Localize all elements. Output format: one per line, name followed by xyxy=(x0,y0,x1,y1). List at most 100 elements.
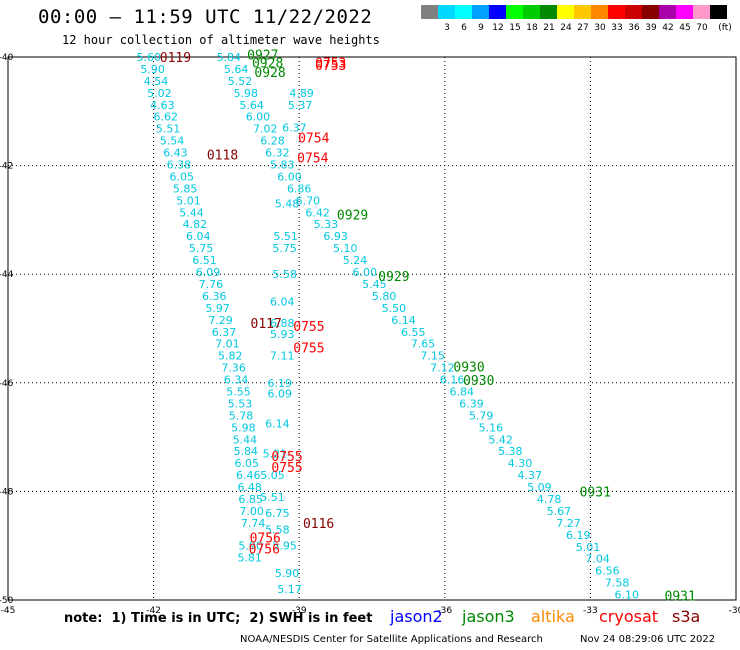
wave-height-value: 5.95 xyxy=(272,540,297,553)
color-scale-label: 42 xyxy=(662,23,674,33)
pass-time-label: 0930 xyxy=(453,361,484,376)
generated-timestamp: Nov 24 08:29:06 UTC 2022 xyxy=(580,634,716,645)
color-swatch xyxy=(693,5,710,19)
wave-height-value: 6.34 xyxy=(224,374,249,387)
color-scale-label: 21 xyxy=(543,23,555,33)
pass-time-label: 0928 xyxy=(252,56,283,71)
wave-height-value: 6.04 xyxy=(270,295,295,308)
pass-time-label: 0754 xyxy=(297,151,328,166)
wave-height-value: 7.15 xyxy=(420,350,445,363)
wave-height-value: 5.98 xyxy=(231,421,256,434)
wave-height-value: 5.93 xyxy=(270,328,295,341)
wave-height-value: 6.42 xyxy=(305,206,330,219)
color-scale-label: 33 xyxy=(611,23,623,33)
color-swatch xyxy=(455,5,472,19)
color-scale-label: 30 xyxy=(594,23,606,33)
wave-height-value: 5.52 xyxy=(228,75,253,88)
wave-height-value: 7.29 xyxy=(208,314,233,327)
y-tick-label: -44 xyxy=(0,270,14,280)
wave-height-value: 7.74 xyxy=(241,517,266,530)
satellite-legend-item: cryosat xyxy=(599,607,659,626)
wave-height-value: 5.98 xyxy=(234,87,259,100)
color-scale-label: 36 xyxy=(628,23,640,33)
y-tick-label: -48 xyxy=(0,487,14,497)
chart-title: 00:00 – 11:59 UTC 11/22/2022 xyxy=(38,6,373,28)
wave-height-value: 6.84 xyxy=(450,385,475,398)
x-tick-label: -36 xyxy=(437,606,452,616)
wave-height-value: 5.60 xyxy=(136,51,161,64)
wave-height-value: 5.67 xyxy=(547,505,572,518)
color-scale-label: 39 xyxy=(645,23,657,33)
wave-height-value: 7.36 xyxy=(221,362,246,375)
wave-height-value: 5.53 xyxy=(228,397,253,410)
wave-height-value: 5.50 xyxy=(382,302,407,315)
color-swatch xyxy=(574,5,591,19)
color-swatch xyxy=(489,5,506,19)
wave-height-value: 5.55 xyxy=(226,385,251,398)
satellite-legend-item: jason2 xyxy=(390,607,443,626)
color-swatch xyxy=(642,5,659,19)
wave-height-value: 5.64 xyxy=(239,99,264,112)
wave-height-value: 6.19 xyxy=(268,377,293,390)
wave-height-value: 4.82 xyxy=(183,218,208,231)
pass-time-label: 0930 xyxy=(463,374,494,389)
pass-time-label: 0117 xyxy=(251,317,282,332)
y-tick-label: -46 xyxy=(0,379,14,389)
pass-time-label: 0927 xyxy=(247,48,278,63)
color-swatch xyxy=(625,5,642,19)
wave-height-value: 7.04 xyxy=(585,553,610,566)
color-swatch xyxy=(659,5,676,19)
wave-height-value: 5.54 xyxy=(160,135,185,148)
wave-height-value: 5.84 xyxy=(234,445,259,458)
wave-height-value: 6.05 xyxy=(235,457,260,470)
pass-time-label: 0753 xyxy=(315,56,346,71)
color-scale-label: 15 xyxy=(509,23,521,33)
wave-height-value: 6.28 xyxy=(260,135,285,148)
pass-time-label: 0754 xyxy=(298,131,329,146)
wave-height-value: 5.01 xyxy=(176,194,201,207)
wave-height-value: 5.64 xyxy=(224,63,249,76)
wave-height-value: 6.14 xyxy=(391,314,416,327)
wave-height-value: 5.85 xyxy=(173,182,198,195)
wave-height-value: 5.09 xyxy=(527,481,552,494)
wave-height-value: 6.19 xyxy=(566,529,591,542)
wave-height-value: 6.43 xyxy=(163,147,188,160)
wave-height-value: 5.97 xyxy=(205,302,230,315)
wave-height-value: 4.89 xyxy=(289,87,314,100)
color-scale-label: 12 xyxy=(492,23,504,33)
color-swatch xyxy=(676,5,693,19)
wave-height-value: 5.79 xyxy=(469,409,494,422)
pass-time-label: 0931 xyxy=(580,485,611,500)
color-scale-label: 6 xyxy=(461,23,467,33)
wave-height-value: 6.75 xyxy=(265,507,290,520)
wave-height-value: 6.00 xyxy=(246,111,271,124)
wave-height-value: 4.78 xyxy=(537,493,562,506)
wave-height-value: 5.44 xyxy=(233,433,258,446)
wave-height-value: 4.30 xyxy=(508,457,533,470)
wave-height-value: 6.88 xyxy=(270,317,295,330)
wave-height-value: 7.58 xyxy=(605,577,630,590)
pass-time-label: 0929 xyxy=(337,208,368,223)
wave-height-value: 5.90 xyxy=(238,540,263,553)
y-tick-label: -40 xyxy=(0,53,14,63)
wave-height-value: 5.75 xyxy=(189,242,214,255)
wave-height-value: 6.85 xyxy=(238,493,263,506)
color-swatch xyxy=(540,5,557,19)
pass-time-label: 0756 xyxy=(249,542,280,557)
wave-height-value: 7.02 xyxy=(253,123,278,136)
wave-height-value: 7.27 xyxy=(556,517,581,530)
wave-height-value: 6.62 xyxy=(153,111,178,124)
color-scale-label: 3 xyxy=(444,23,450,33)
wave-height-value: 5.51 xyxy=(260,491,285,504)
wave-height-value: 6.38 xyxy=(167,159,192,172)
wave-height-value: 5.21 xyxy=(263,447,288,460)
wave-height-value: 6.00 xyxy=(352,266,377,279)
y-tick-label: -42 xyxy=(0,162,13,172)
wave-height-value: 5.90 xyxy=(275,567,300,580)
wave-height-value: 5.78 xyxy=(229,409,254,422)
wave-height-value: 5.16 xyxy=(479,421,504,434)
wave-height-value: 6.93 xyxy=(323,230,348,243)
wave-height-value: 5.38 xyxy=(498,445,523,458)
wave-height-value: 7.11 xyxy=(270,350,295,363)
